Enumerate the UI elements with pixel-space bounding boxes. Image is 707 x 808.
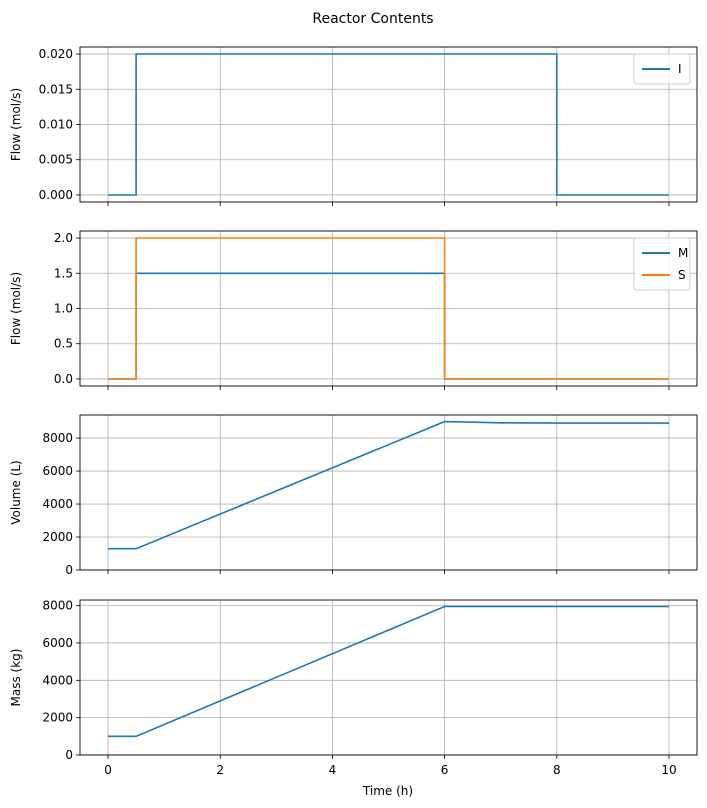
subplot-1: 0.000 0.005 0.010 0.015 0.020 Flow (mol/s) I xyxy=(9,46,698,206)
subplot-4: 0 2000 4000 6000 8000 0 2 4 6 8 10 Mass (kg) xyxy=(9,599,698,777)
subplot-2: 0.0 0.5 1.0 1.5 2.0 Flow (mol/s) MS xyxy=(9,230,698,390)
y-tick-label: 0.0 xyxy=(54,372,73,386)
chart-title: Reactor Contents xyxy=(312,11,433,27)
x-tick-label: 10 xyxy=(661,763,676,777)
axes-frame xyxy=(79,414,698,571)
y-tick-label: 2000 xyxy=(42,530,73,544)
y-tick-label: 0 xyxy=(65,563,73,577)
x-tick-label: 8 xyxy=(553,763,561,777)
y-tick-label: 1.0 xyxy=(54,302,73,316)
y-tick-label: 0.5 xyxy=(54,337,73,351)
y-tick-label: 4000 xyxy=(42,497,73,511)
y-tick-label: 4000 xyxy=(42,673,73,687)
y-tick-label: 6000 xyxy=(42,636,73,650)
x-tick-label: 4 xyxy=(329,763,337,777)
legend-label: M xyxy=(678,246,688,260)
series-s xyxy=(108,237,669,380)
x-tick-label: 6 xyxy=(441,763,449,777)
series-mass xyxy=(108,605,669,738)
y-tick-label: 0 xyxy=(65,748,73,762)
series-i xyxy=(108,53,669,196)
legend: MS xyxy=(633,237,691,291)
x-tick-label: 0 xyxy=(104,763,112,777)
y-tick-label: 0.020 xyxy=(39,47,73,61)
y-tick-label: 8000 xyxy=(42,431,73,445)
series-m xyxy=(108,272,669,380)
y-tick-label: 0.000 xyxy=(39,188,73,202)
y-axis-label: Flow (mol/s) xyxy=(9,88,23,161)
legend-label: I xyxy=(678,62,682,76)
y-tick-label: 1.5 xyxy=(54,266,73,280)
legend-label: S xyxy=(678,268,686,282)
axes-frame xyxy=(79,599,698,756)
legend-box xyxy=(633,237,691,291)
legend: I xyxy=(633,53,691,85)
y-tick-label: 8000 xyxy=(42,599,73,613)
y-tick-label: 6000 xyxy=(42,464,73,478)
y-tick-label: 2000 xyxy=(42,711,73,725)
y-axis-label: Volume (L) xyxy=(9,460,23,525)
y-axis-label: Mass (kg) xyxy=(9,649,23,707)
x-axis-label: Time (h) xyxy=(362,784,413,798)
y-tick-label: 2.0 xyxy=(54,231,73,245)
x-tick-label: 2 xyxy=(216,763,224,777)
y-tick-label: 0.005 xyxy=(39,153,73,167)
y-tick-label: 0.015 xyxy=(39,82,73,96)
series-volume xyxy=(108,420,669,550)
y-axis-label: Flow (mol/s) xyxy=(9,272,23,345)
y-tick-label: 0.010 xyxy=(39,118,73,132)
subplot-3: 0 2000 4000 6000 8000 Volume (L) xyxy=(9,414,698,577)
